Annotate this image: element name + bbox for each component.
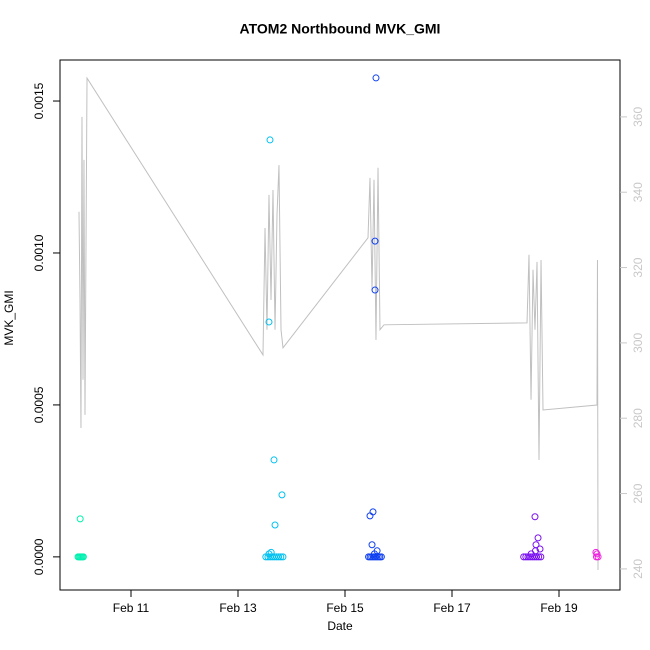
y2-tick-label: 320 xyxy=(631,257,645,277)
x-tick-label: Feb 13 xyxy=(219,601,257,615)
y2-tick-label: 280 xyxy=(631,408,645,428)
y2-tick-label: 300 xyxy=(631,333,645,353)
scatter-point xyxy=(535,553,543,561)
y-tick-label: 0.0000 xyxy=(32,538,46,575)
scatter-point xyxy=(266,136,274,144)
scatter-point xyxy=(377,553,385,561)
scatter-point xyxy=(373,547,381,555)
x-tick-label: Feb 15 xyxy=(326,601,364,615)
scatter-point xyxy=(593,550,601,558)
y2-tick-label: 340 xyxy=(631,182,645,202)
scatter-point xyxy=(536,545,544,553)
y-tick-label: 0.0005 xyxy=(32,386,46,423)
line-series xyxy=(78,76,599,571)
chart-title: ATOM2 Northbound MVK_GMI xyxy=(240,21,441,37)
scatter-point xyxy=(265,550,273,558)
scatter-point xyxy=(79,553,87,561)
y2-tick-label: 360 xyxy=(631,107,645,127)
scatter-point xyxy=(279,553,287,561)
x-axis-label: Date xyxy=(327,619,353,633)
scatter-point xyxy=(532,541,540,549)
x-tick-label: Feb 17 xyxy=(433,601,471,615)
y-axis-label: MVK_GMI xyxy=(2,290,16,345)
scatter-point xyxy=(277,553,285,561)
scatter-point xyxy=(265,318,273,326)
scatter-point xyxy=(368,541,376,549)
scatter-point xyxy=(537,553,545,561)
y2-tick-label: 260 xyxy=(631,483,645,503)
scatter-point xyxy=(366,512,374,520)
y-tick-label: 0.0010 xyxy=(32,234,46,271)
scatter-point xyxy=(592,553,600,561)
y-tick-label: 0.0015 xyxy=(32,82,46,119)
plot-frame xyxy=(59,59,621,591)
scatter-point xyxy=(271,521,279,529)
scatter-point xyxy=(278,491,286,499)
scatter-point xyxy=(371,237,379,245)
x-tick-label: Feb 19 xyxy=(540,601,578,615)
scatter-point xyxy=(534,534,542,542)
x-tick-label: Feb 11 xyxy=(113,601,150,615)
scatter-point xyxy=(270,456,278,464)
scatter-point xyxy=(76,515,84,523)
scatter-point xyxy=(371,286,379,294)
scatter-point xyxy=(531,513,539,521)
y2-tick-label: 240 xyxy=(631,559,645,579)
scatter-point xyxy=(267,548,275,556)
scatter-point xyxy=(372,74,380,82)
scatter-point xyxy=(275,553,283,561)
